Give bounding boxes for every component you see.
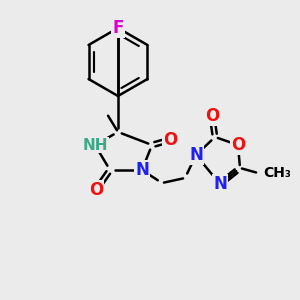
Text: F: F (112, 19, 124, 37)
Text: NH: NH (82, 137, 108, 152)
Text: N: N (135, 161, 149, 179)
Text: O: O (205, 107, 219, 125)
Text: O: O (89, 181, 103, 199)
Text: O: O (163, 131, 177, 149)
Text: N: N (189, 146, 203, 164)
Text: O: O (231, 136, 245, 154)
Text: CH₃: CH₃ (263, 166, 291, 180)
Text: N: N (213, 175, 227, 193)
